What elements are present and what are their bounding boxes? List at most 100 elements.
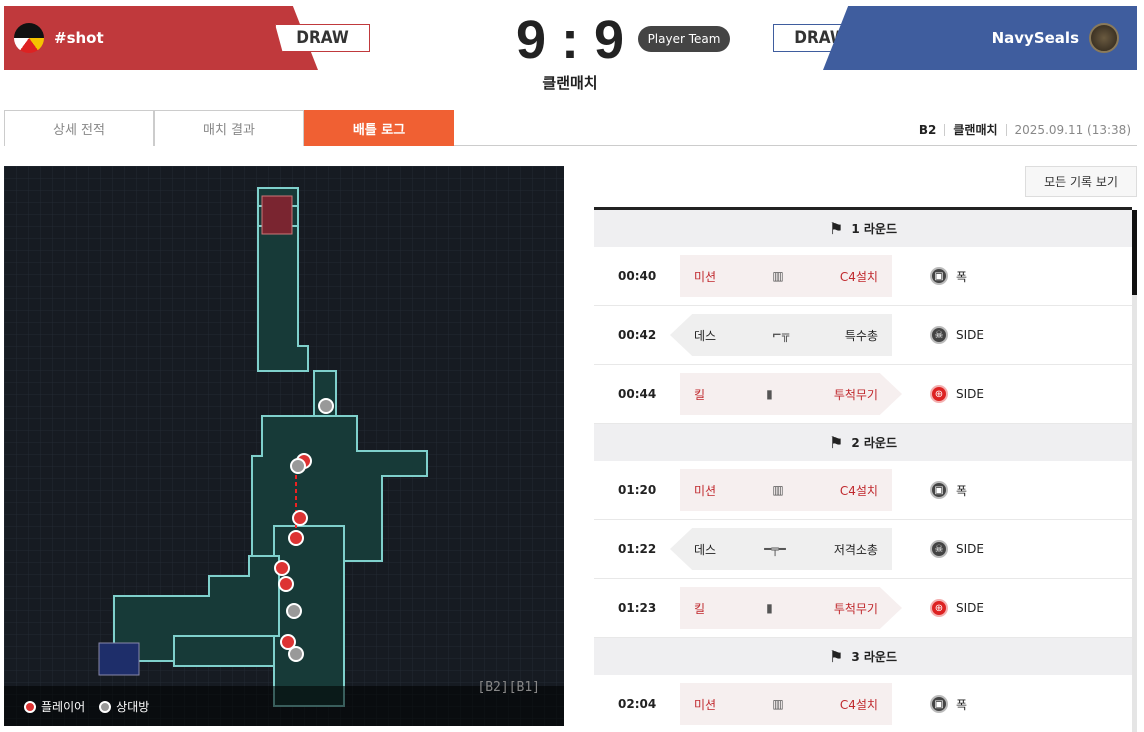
event-kind: 데스 <box>694 328 717 343</box>
enemy-marker[interactable] <box>318 398 334 414</box>
map-drawing <box>4 166 564 726</box>
event-result: ▣ 폭 <box>930 695 967 713</box>
grenade-icon: ▮ <box>766 387 773 401</box>
log-event-row[interactable]: 01:22 데스 ━╤━ 저격소총 ☠ SIDE <box>594 520 1132 579</box>
legend-enemy: 상대방 <box>99 698 149 715</box>
player-team-badge: Player Team <box>638 26 730 52</box>
smg-icon: ⌐╦ <box>771 328 790 342</box>
red-spawn <box>261 195 293 235</box>
event-time: 00:40 <box>618 269 657 283</box>
player-marker[interactable] <box>280 634 296 650</box>
round-header: ⚑ 3 라운드 <box>594 638 1132 675</box>
flag-icon: ⚑ <box>829 647 844 666</box>
flag-icon: ⚑ <box>829 433 844 452</box>
bomb-icon: ▣ <box>930 695 948 713</box>
right-team-name: NavySeals <box>991 29 1079 47</box>
event-box: 미션 ▥ C4설치 <box>680 469 892 511</box>
skull-icon: ☠ <box>930 326 948 344</box>
result-label: SIDE <box>956 601 984 615</box>
right-team-banner: NavySeals <box>823 6 1137 70</box>
legend-player: 플레이어 <box>24 698 85 715</box>
event-detail: 저격소총 <box>833 542 878 557</box>
event-time: 00:44 <box>618 387 657 401</box>
round-label: 2 라운드 <box>851 436 897 450</box>
enemy-marker[interactable] <box>286 603 302 619</box>
c4-icon: ▥ <box>772 483 784 497</box>
result-label: 폭 <box>956 697 968 712</box>
result-label: SIDE <box>956 542 984 556</box>
crosshair-icon: ⊕ <box>930 385 948 403</box>
event-kind: 미션 <box>694 697 717 712</box>
round-header: ⚑ 1 라운드 <box>594 210 1132 247</box>
event-box: 데스 ⌐╦ 특수총 <box>670 314 892 356</box>
enemy-marker[interactable] <box>290 458 306 474</box>
event-kind: 미션 <box>694 269 717 284</box>
tab-bar: 상세 전적 매치 결과 배틀 로그 B2 클랜매치 2025.09.11 (13… <box>4 110 1137 146</box>
crosshair-icon: ⊕ <box>930 599 948 617</box>
left-result: DRAW <box>275 24 370 52</box>
event-time: 02:04 <box>618 697 657 711</box>
flag-icon: ⚑ <box>829 219 844 238</box>
sniper-icon: ━╤━ <box>764 542 786 556</box>
event-detail: 투척무기 <box>833 387 878 402</box>
c4-icon: ▥ <box>772 697 784 711</box>
event-result: ⊕ SIDE <box>930 599 984 617</box>
log-event-row[interactable]: 00:44 킬 ▮ 투척무기 ⊕ SIDE <box>594 365 1132 424</box>
event-box: 킬 ▮ 투척무기 <box>680 587 902 629</box>
event-detail: C4설치 <box>839 483 878 498</box>
map-legend: 플레이어 상대방 [B2][B1] <box>4 680 564 726</box>
player-marker[interactable] <box>292 510 308 526</box>
tab-battle-log[interactable]: 배틀 로그 <box>304 110 454 146</box>
result-label: 폭 <box>956 483 968 498</box>
event-result: ☠ SIDE <box>930 326 984 344</box>
log-scrollbar[interactable] <box>1132 210 1137 732</box>
event-time: 00:42 <box>618 328 657 342</box>
enemy-marker[interactable] <box>288 646 304 662</box>
event-box: 미션 ▥ C4설치 <box>680 683 892 725</box>
result-label: 폭 <box>956 269 968 284</box>
event-kind: 킬 <box>694 601 706 616</box>
left-team-banner: #shot <box>4 6 318 70</box>
player-marker[interactable] <box>274 560 290 576</box>
left-clan-logo <box>14 23 44 53</box>
tab-match-result[interactable]: 매치 결과 <box>154 110 304 146</box>
tab-detail-stats[interactable]: 상세 전적 <box>4 110 154 146</box>
right-clan-logo <box>1089 23 1119 53</box>
round-label: 1 라운드 <box>851 222 897 236</box>
event-kind: 킬 <box>694 387 706 402</box>
player-marker[interactable] <box>288 530 304 546</box>
event-result: ▣ 폭 <box>930 267 967 285</box>
date: 2025.09.11 (13:38) <box>1014 122 1131 137</box>
event-result: ⊕ SIDE <box>930 385 984 403</box>
log-event-row[interactable]: 00:40 미션 ▥ C4설치 ▣ 폭 <box>594 247 1132 306</box>
event-time: 01:23 <box>618 601 657 615</box>
battle-map[interactable]: 플레이어 상대방 [B2][B1] <box>4 166 564 726</box>
battle-log: ⚑ 1 라운드 00:40 미션 ▥ C4설치 ▣ 폭 00:42 데스 ⌐╦ 특수… <box>594 207 1132 732</box>
event-detail: 특수총 <box>844 328 878 343</box>
log-event-row[interactable]: 01:23 킬 ▮ 투척무기 ⊕ SIDE <box>594 579 1132 638</box>
log-event-row[interactable]: 02:04 미션 ▥ C4설치 ▣ 폭 <box>594 675 1132 732</box>
event-box: 데스 ━╤━ 저격소총 <box>670 528 892 570</box>
event-kind: 데스 <box>694 542 717 557</box>
map-markers <box>274 398 334 662</box>
view-all-button[interactable]: 모든 기록 보기 <box>1025 166 1137 197</box>
event-detail: C4설치 <box>839 697 878 712</box>
event-box: 미션 ▥ C4설치 <box>680 255 892 297</box>
event-box: 킬 ▮ 투척무기 <box>680 373 902 415</box>
match-type: 클랜매치 <box>542 74 598 92</box>
grenade-icon: ▮ <box>766 601 773 615</box>
log-event-row[interactable]: 00:42 데스 ⌐╦ 특수총 ☠ SIDE <box>594 306 1132 365</box>
left-team-name: #shot <box>54 29 104 47</box>
event-detail: 투척무기 <box>833 601 878 616</box>
event-result: ☠ SIDE <box>930 540 984 558</box>
floor-indicator[interactable]: [B2][B1] <box>477 680 540 695</box>
event-kind: 미션 <box>694 483 717 498</box>
map-code: B2 <box>918 122 937 137</box>
result-label: SIDE <box>956 328 984 342</box>
player-marker[interactable] <box>278 576 294 592</box>
event-time: 01:20 <box>618 483 657 497</box>
skull-icon: ☠ <box>930 540 948 558</box>
bomb-icon: ▣ <box>930 267 948 285</box>
log-event-row[interactable]: 01:20 미션 ▥ C4설치 ▣ 폭 <box>594 461 1132 520</box>
round-label: 3 라운드 <box>851 650 897 664</box>
